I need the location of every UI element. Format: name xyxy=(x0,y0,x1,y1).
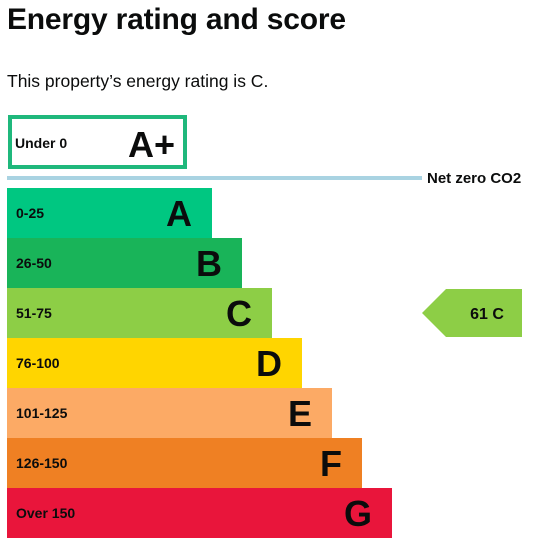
band-e-letter: E xyxy=(288,393,312,434)
band-a-plus-range: Under 0 xyxy=(15,135,67,151)
band-b-letter: B xyxy=(196,243,222,284)
band-a-plus-box xyxy=(8,115,187,169)
band-c-letter: C xyxy=(226,293,252,334)
band-f-letter: F xyxy=(320,443,342,484)
band-d-letter: D xyxy=(256,343,282,384)
band-g-range: Over 150 xyxy=(16,505,75,521)
band-d-range: 76-100 xyxy=(16,355,60,371)
band-c-bar xyxy=(7,288,272,338)
band-a-range: 0-25 xyxy=(16,205,44,221)
band-f-range: 126-150 xyxy=(16,455,68,471)
rating-summary: This property’s energy rating is C. xyxy=(7,71,269,91)
page-title: Energy rating and score xyxy=(7,3,346,36)
band-c-range: 51-75 xyxy=(16,305,52,321)
band-a-plus-letter: A+ xyxy=(128,124,175,165)
net-zero-label: Net zero CO2 xyxy=(427,170,521,187)
band-b-bar xyxy=(7,238,242,288)
band-f-bar xyxy=(7,438,362,488)
current-rating-label: 61 C xyxy=(470,306,504,323)
band-e-range: 101-125 xyxy=(16,405,68,421)
band-a-bar xyxy=(7,188,212,238)
band-b-range: 26-50 xyxy=(16,255,52,271)
band-g-bar xyxy=(7,488,392,538)
current-rating-arrow xyxy=(422,289,522,337)
band-a-letter: A xyxy=(166,193,192,234)
band-e-bar xyxy=(7,388,332,438)
band-d-bar xyxy=(7,338,302,388)
band-g-letter: G xyxy=(344,493,372,534)
